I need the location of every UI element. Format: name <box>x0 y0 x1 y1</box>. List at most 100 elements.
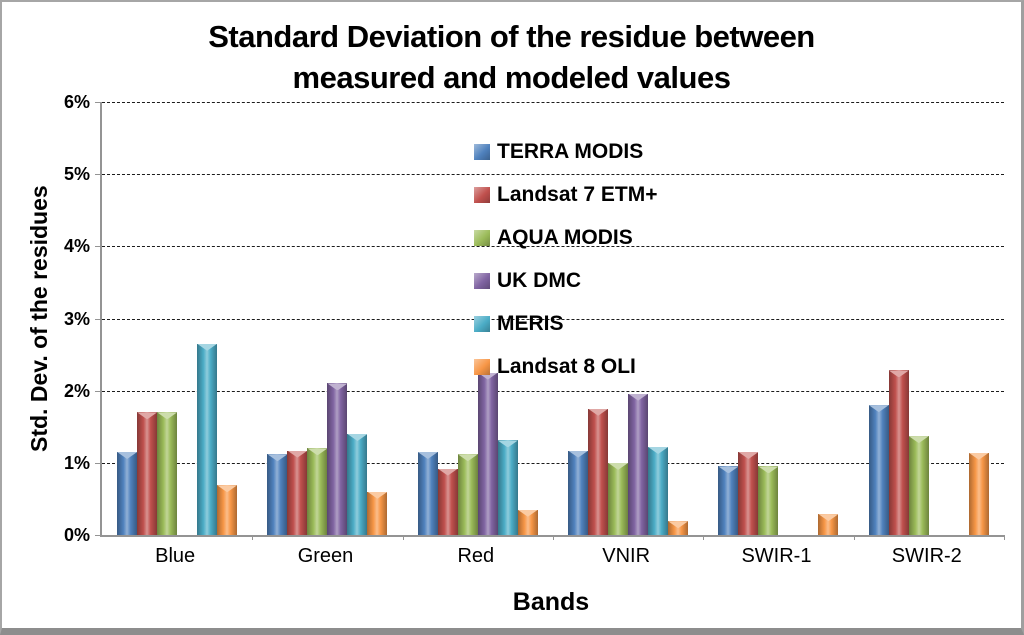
bar-top-bevel <box>718 466 739 474</box>
x-axis-tick <box>252 535 254 540</box>
bar <box>758 466 779 535</box>
bar <box>517 509 538 535</box>
bar <box>117 452 138 535</box>
y-axis-tick <box>95 318 102 320</box>
bar-group-vnir <box>553 102 703 535</box>
bar <box>417 452 438 535</box>
bar <box>437 468 458 535</box>
legend-label: TERRA MODIS <box>497 139 644 163</box>
bar-top-bevel <box>517 509 538 517</box>
bar-group-green <box>252 102 402 535</box>
bar-top-bevel <box>908 436 929 444</box>
gridline <box>102 174 1004 176</box>
bar-top-bevel <box>968 452 989 460</box>
legend-swatch <box>474 272 490 289</box>
legend-swatch <box>474 229 490 246</box>
x-axis-tick <box>553 535 554 540</box>
bar <box>267 454 288 535</box>
y-axis-tick <box>95 246 102 248</box>
legend-swatch <box>474 358 490 375</box>
bar-top-bevel <box>608 462 629 470</box>
bar-top-bevel <box>668 521 689 529</box>
bar <box>347 433 368 535</box>
legend-swatch <box>474 315 490 332</box>
bar-top-bevel <box>868 405 889 413</box>
legend-item: UK DMC <box>474 259 657 302</box>
bar-top-bevel <box>648 446 669 454</box>
bar <box>217 485 238 535</box>
x-tick-label: SWIR-2 <box>891 545 962 567</box>
chart-title-line1: Standard Deviation of the residue betwee… <box>208 19 815 54</box>
bar-top-bevel <box>888 370 909 378</box>
bar <box>648 446 669 535</box>
bar-top-bevel <box>457 454 478 462</box>
bar-top-bevel <box>217 485 238 493</box>
bar <box>157 412 178 535</box>
x-tick-labels: Blue Green Red VNIR SWIR-1 SWIR-2 <box>100 545 1002 568</box>
bar <box>628 393 649 535</box>
gridline <box>102 318 1004 320</box>
legend-item: MERIS <box>474 302 657 345</box>
bar-top-bevel <box>367 491 388 499</box>
bar-top-bevel <box>738 452 759 460</box>
bar-top-bevel <box>497 440 518 448</box>
bar-groups <box>102 102 1004 535</box>
x-axis-tick <box>1004 535 1005 540</box>
legend-swatch <box>474 143 490 160</box>
x-axis-tick <box>703 535 705 540</box>
chart-title: Standard Deviation of the residue betwee… <box>2 16 1021 98</box>
y-axis-tick <box>95 535 102 536</box>
bar-top-bevel <box>347 433 368 441</box>
bar <box>327 383 348 535</box>
x-axis-tick <box>853 535 855 540</box>
y-axis-tick <box>95 174 102 176</box>
legend-label: AQUA MODIS <box>497 225 633 249</box>
x-tick-label: Red <box>457 545 495 567</box>
legend-item: Landsat 7 ETM+ <box>474 173 657 216</box>
bar-group-blue <box>102 102 252 535</box>
bar-top-bevel <box>287 450 308 458</box>
plot-area: TERRA MODIS Landsat 7 ETM+ AQUA MODIS UK DM… <box>95 102 1005 540</box>
bar-top-bevel <box>417 452 438 460</box>
y-tick-label: 5% <box>63 164 90 185</box>
bar <box>968 452 989 535</box>
y-tick-label: 3% <box>63 308 90 329</box>
bar-top-bevel <box>568 450 589 458</box>
legend-swatch <box>474 186 490 203</box>
legend-label: Landsat 8 OLI <box>497 354 636 378</box>
y-tick-labels: 0% 1% 2% 3% 4% 5% 6% <box>2 92 90 545</box>
x-tick-label: SWIR-1 <box>741 545 812 567</box>
y-tick-label: 1% <box>63 452 90 473</box>
bar <box>497 440 518 535</box>
y-tick-label: 6% <box>63 92 90 112</box>
bar-top-bevel <box>117 452 138 460</box>
bar-top-bevel <box>267 454 288 462</box>
y-axis-tick <box>95 462 102 464</box>
bar <box>718 466 739 535</box>
bar-top-bevel <box>307 448 328 456</box>
bar <box>738 452 759 535</box>
bar <box>307 448 328 535</box>
bar <box>457 454 478 535</box>
chart-title-line2: measured and modeled values <box>292 60 731 95</box>
bar-top-bevel <box>157 412 178 420</box>
bar-top-bevel <box>327 383 348 391</box>
bar-top-bevel <box>818 514 839 522</box>
gridline <box>102 246 1004 248</box>
y-tick-label: 0% <box>63 525 90 545</box>
x-axis-tick <box>402 535 404 540</box>
bar <box>868 405 889 535</box>
bar <box>908 436 929 535</box>
y-tick-label: 4% <box>63 236 90 257</box>
y-axis-tick <box>95 102 102 103</box>
legend-item: TERRA MODIS <box>474 130 657 173</box>
bar <box>668 521 689 535</box>
bar-group-swir-1 <box>703 102 853 535</box>
bar <box>608 462 629 535</box>
bar <box>888 370 909 535</box>
bar-top-bevel <box>437 468 458 476</box>
legend-item: Landsat 8 OLI <box>474 345 657 388</box>
bar-top-bevel <box>758 466 779 474</box>
bar <box>818 514 839 535</box>
